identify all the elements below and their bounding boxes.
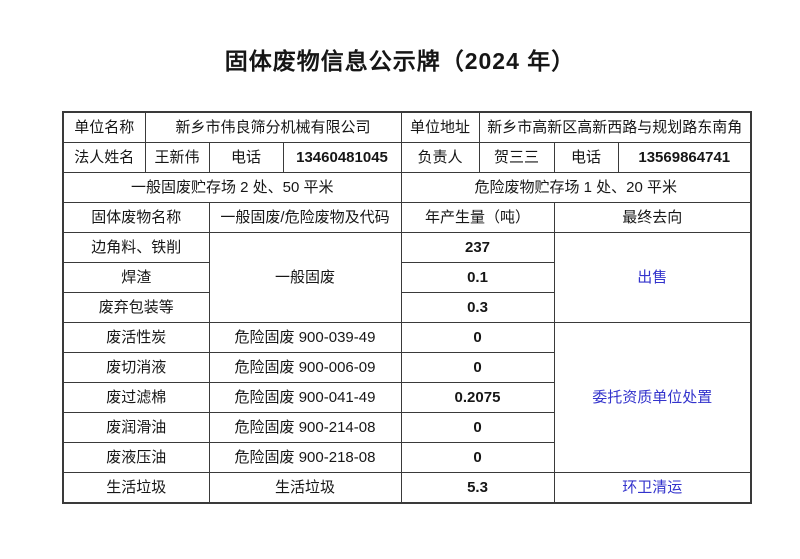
table-row-general-waste: 焊渣 0.1 <box>62 262 751 293</box>
waste-category: 危险固废 900-218-08 <box>208 442 402 473</box>
column-header-name: 固体废物名称 <box>62 202 210 233</box>
column-header-destination: 最终去向 <box>553 202 752 233</box>
waste-name: 废切消液 <box>62 352 210 383</box>
table-row-contacts: 法人姓名 王新伟 电话 13460481045 负责人 贺三三 电话 13569… <box>62 142 752 173</box>
document-title: 固体废物信息公示牌（2024 年） <box>224 48 576 74</box>
waste-name: 废润滑油 <box>62 412 210 443</box>
waste-amount: 0.1 <box>400 262 555 293</box>
table-row-household-waste: 生活垃圾 生活垃圾 5.3 环卫清运 <box>62 472 752 504</box>
waste-amount: 0.2075 <box>400 382 555 413</box>
waste-destination: 委托资质单位处置 <box>553 322 752 473</box>
waste-category: 危险固废 900-039-49 <box>208 322 402 353</box>
table-row-hazardous-waste: 废切消液 危险固废 900-006-09 0 <box>62 352 751 383</box>
phone2-label: 电话 <box>553 142 619 173</box>
column-header-amount: 年产生量（吨） <box>400 202 555 233</box>
column-header-category: 一般固废/危险废物及代码 <box>208 202 402 233</box>
unit-name-value: 新乡市伟良筛分机械有限公司 <box>144 111 402 143</box>
waste-category: 危险固废 900-041-49 <box>208 382 402 413</box>
legal-person-label: 法人姓名 <box>62 142 146 173</box>
table-row-column-headers: 固体废物名称 一般固废/危险废物及代码 年产生量（吨） 最终去向 <box>62 202 752 233</box>
table-row-storage: 一般固废贮存场 2 处、50 平米 危险废物贮存场 1 处、20 平米 <box>62 172 752 203</box>
waste-amount: 5.3 <box>400 472 555 504</box>
waste-info-table: 单位名称 新乡市伟良筛分机械有限公司 单位地址 新乡市高新区高新西路与规划路东南… <box>62 111 753 504</box>
hazard-storage-info: 危险废物贮存场 1 处、20 平米 <box>400 172 752 203</box>
table-row-general-waste: 废弃包装等 0.3 <box>62 292 751 323</box>
waste-amount: 0 <box>400 412 555 443</box>
table-row-hazardous-waste: 废液压油 危险固废 900-218-08 0 <box>62 442 751 473</box>
waste-category: 一般固废 <box>208 232 402 323</box>
waste-name: 边角料、铁削 <box>62 232 210 263</box>
legal-person-value: 王新伟 <box>144 142 210 173</box>
waste-name: 废液压油 <box>62 442 210 473</box>
waste-amount: 0 <box>400 322 555 353</box>
waste-name: 废活性炭 <box>62 322 210 353</box>
unit-address-label: 单位地址 <box>400 111 480 143</box>
phone1-value: 13460481045 <box>282 142 402 173</box>
waste-amount: 237 <box>400 232 555 263</box>
waste-amount: 0 <box>400 442 555 473</box>
document-page: 固体废物信息公示牌（2024 年） 单位名称 新乡市伟良筛分机械有限公司 单位地… <box>0 46 800 559</box>
waste-name: 焊渣 <box>62 262 210 293</box>
waste-category: 危险固废 900-214-08 <box>208 412 402 443</box>
waste-destination: 出售 <box>553 232 752 323</box>
table-row-hazardous-waste: 废润滑油 危险固废 900-214-08 0 <box>62 412 751 443</box>
manager-value: 贺三三 <box>478 142 555 173</box>
table-row-unit: 单位名称 新乡市伟良筛分机械有限公司 单位地址 新乡市高新区高新西路与规划路东南… <box>62 111 752 143</box>
waste-category: 危险固废 900-006-09 <box>208 352 402 383</box>
table-row-general-waste: 边角料、铁削 一般固废 237 出售 <box>62 232 752 323</box>
waste-name: 生活垃圾 <box>62 472 210 504</box>
phone2-value: 13569864741 <box>617 142 752 173</box>
table-row-hazardous-waste: 废活性炭 危险固废 900-039-49 0 委托资质单位处置 <box>62 322 752 473</box>
waste-amount: 0.3 <box>400 292 555 323</box>
waste-amount: 0 <box>400 352 555 383</box>
general-storage-info: 一般固废贮存场 2 处、50 平米 <box>62 172 402 203</box>
waste-name: 废过滤棉 <box>62 382 210 413</box>
unit-name-label: 单位名称 <box>62 111 146 143</box>
waste-destination: 环卫清运 <box>553 472 752 504</box>
waste-category: 生活垃圾 <box>208 472 402 504</box>
unit-address-value: 新乡市高新区高新西路与规划路东南角 <box>478 111 752 143</box>
phone1-label: 电话 <box>208 142 284 173</box>
table-row-hazardous-waste: 废过滤棉 危险固废 900-041-49 0.2075 <box>62 382 751 413</box>
waste-name: 废弃包装等 <box>62 292 210 323</box>
manager-label: 负责人 <box>400 142 480 173</box>
